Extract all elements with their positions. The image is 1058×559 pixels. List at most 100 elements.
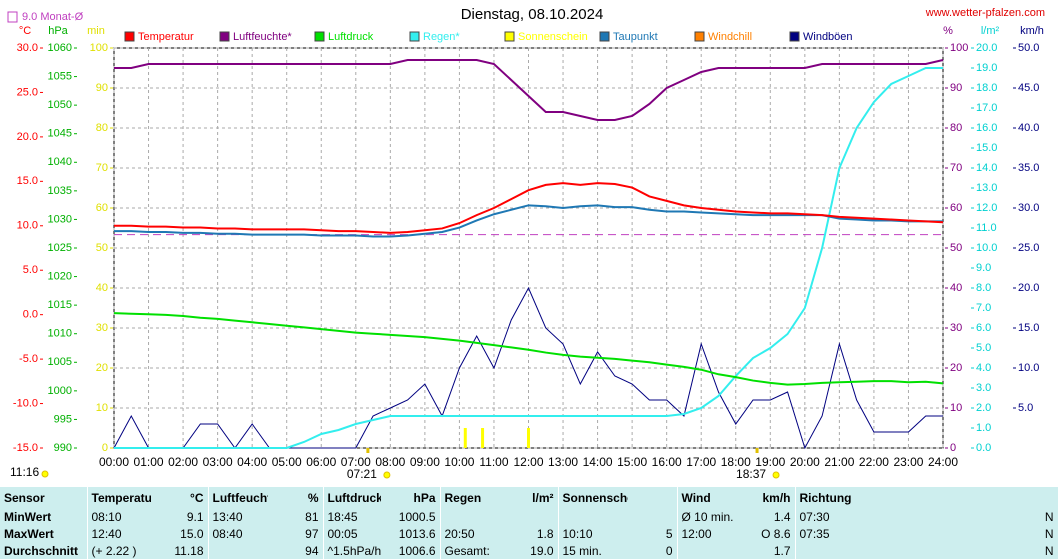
series-line [114, 59, 944, 121]
table-cell: Regen [444, 490, 482, 505]
table-cell: hPa [381, 487, 441, 508]
table-cell: 5 [628, 525, 678, 542]
x-tick-label: 21:00 [824, 455, 854, 469]
x-tick-label: 04:00 [237, 455, 267, 469]
y-tick-label: 18.0 [976, 82, 997, 94]
x-tick-label: 03:00 [203, 455, 233, 469]
x-tick-label: 22:00 [859, 455, 889, 469]
y-tick-label: 60 [950, 202, 962, 214]
table-cell [795, 542, 945, 559]
x-tick-label: 15:00 [617, 455, 647, 469]
table-cell: Luftfeuchte [212, 490, 269, 505]
table-cell [628, 508, 678, 525]
legend-label: Luftfeuchte* [233, 31, 292, 43]
table-cell: 1000.5 [381, 508, 441, 525]
legend-label: Sonnenschein [518, 31, 588, 43]
y-tick-label: 40 [96, 282, 108, 294]
table-cell: 1.8 [502, 525, 559, 542]
y-tick-label: 19.0 [976, 62, 997, 74]
legend-label: Windböen [803, 31, 853, 43]
legend-label: Windchill [708, 31, 752, 43]
table-cell: 08:40 [212, 526, 243, 541]
axis-unit: % [943, 25, 953, 37]
x-tick-label: 10:00 [444, 455, 474, 469]
y-tick-label: 40.0 [1018, 122, 1039, 134]
table-cell: 15 min. [562, 543, 602, 558]
y-tick-label: 995 [54, 413, 72, 425]
table-cell: 11.18 [151, 542, 209, 559]
table-cell: 19.0 [502, 542, 559, 559]
site-link: www.wetter-pfalzen.com [925, 7, 1045, 19]
table-cell: 08:10 [91, 509, 122, 524]
axis-unit: l/m² [981, 25, 1000, 37]
x-tick-label: 16:00 [652, 455, 682, 469]
legend-swatch [789, 31, 800, 42]
y-tick-label: -5.0 [19, 353, 38, 365]
y-tick-label: 100 [90, 42, 108, 54]
y-tick-label: 10 [96, 402, 108, 414]
y-tick-label: 0 [950, 442, 956, 454]
x-tick-label: 14:00 [583, 455, 613, 469]
y-tick-label: 1000 [48, 385, 72, 397]
table-cell [558, 508, 628, 525]
x-tick-label: 00:00 [99, 455, 129, 469]
y-tick-label: 30 [950, 322, 962, 334]
legend-label: Taupunkt [613, 31, 658, 43]
row-label: Durchschnitt [0, 542, 88, 559]
y-tick-label: 4.0 [976, 362, 991, 374]
y-tick-label: 1035 [48, 185, 72, 197]
y-tick-label: 16.0 [976, 122, 997, 134]
axis-unit: min [87, 25, 105, 37]
y-tick-label: 2.0 [976, 402, 991, 414]
table-cell: 1006.6 [381, 542, 441, 559]
x-tick-label: 02:00 [168, 455, 198, 469]
table-cell: ^1.5hPa/h [327, 543, 382, 558]
table-cell: 0 [628, 542, 678, 559]
sunshine-bar [481, 428, 485, 448]
y-tick-label: 100 [950, 42, 968, 54]
table-cell: 18:45 [327, 509, 358, 524]
table-cell: 10:10 [562, 526, 593, 541]
y-tick-label: 990 [54, 442, 72, 454]
y-tick-label: 12.0 [976, 202, 997, 214]
y-tick-label: 1050 [48, 99, 72, 111]
table-cell: 9.1 [151, 508, 209, 525]
y-tick-label: 5.0 [1018, 402, 1033, 414]
y-tick-label: 20.0 [17, 131, 38, 143]
y-tick-label: 35.0 [1018, 162, 1039, 174]
x-tick-label: 08:00 [375, 455, 405, 469]
y-tick-label: 30 [96, 322, 108, 334]
y-tick-label: 1055 [48, 70, 72, 82]
table-cell: O 8.6 [741, 525, 796, 542]
legend-label: Regen* [423, 31, 460, 43]
y-tick-label: 90 [950, 82, 962, 94]
x-tick-label: 24:00 [928, 455, 958, 469]
y-tick-label: 10.0 [17, 220, 38, 232]
row-label: MinWert [0, 508, 88, 525]
table-cell [440, 508, 502, 525]
table-cell: Gesamt: [444, 543, 490, 558]
table-cell: km/h [741, 487, 796, 508]
table-cell: % [268, 487, 324, 508]
series-line [113, 286, 943, 450]
x-tick-label: 05:00 [272, 455, 302, 469]
x-tick-label: 18:00 [721, 455, 751, 469]
y-tick-label: 15.0 [17, 175, 38, 187]
y-tick-label: 40 [950, 282, 962, 294]
sun-icon [41, 470, 49, 478]
table-cell: 12:40 [91, 526, 122, 541]
x-tick-label: 13:00 [548, 455, 578, 469]
y-tick-label: 80 [950, 122, 962, 134]
table-row: Durchschnitt (+ 2.22 ) 11.18 94 ^1.5hPa/h 100… [0, 542, 1058, 559]
y-tick-label: 15.0 [1018, 322, 1039, 334]
table-cell: 12:00 [681, 526, 712, 541]
y-tick-label: 1010 [48, 328, 72, 340]
table-cell: 1.7 [741, 542, 796, 559]
table-cell: °C [151, 487, 209, 508]
y-tick-label: 0.0 [976, 442, 991, 454]
y-tick-label: 11.0 [976, 222, 997, 234]
y-tick-label: 50 [96, 242, 108, 254]
sunshine-bar [527, 428, 530, 448]
y-tick-label: 13.0 [976, 182, 997, 194]
table-cell: Wind [681, 490, 711, 505]
